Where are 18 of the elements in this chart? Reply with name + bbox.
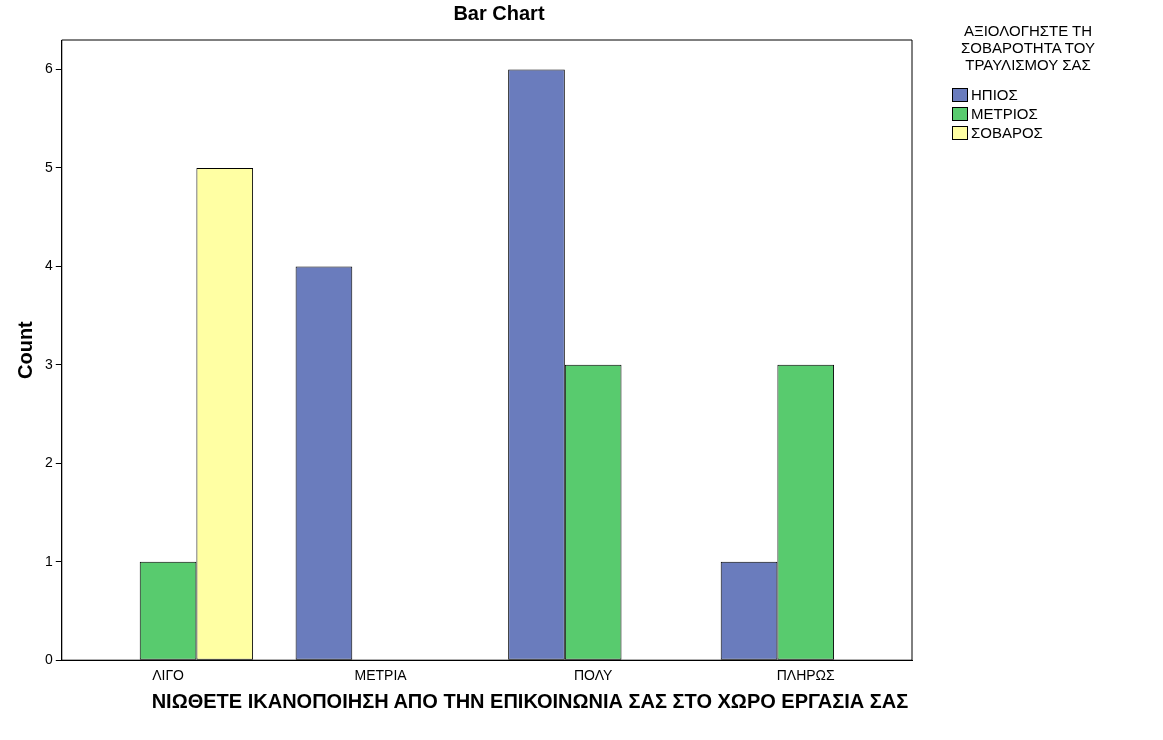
x-tick-label: ΜΕΤΡΙΑ — [354, 667, 408, 684]
y-tick-label: 4 — [44, 257, 53, 274]
x-tick-label: ΠΛΗΡΩΣ — [776, 667, 836, 684]
y-tick-label: 3 — [44, 355, 53, 372]
y-tick-label: 6 — [44, 60, 53, 77]
legend-label: ΜΕΤΡΙΟΣ — [971, 105, 1038, 122]
chart-title: Bar Chart — [452, 2, 546, 25]
x-axis-title: ΝΙΩΘΕΤΕ ΙΚΑΝΟΠΟΙΗΣΗ ΑΠΟ ΤΗΝ ΕΠΙΚΟΙΝΩΝΙΑ ΣΑΣ ΣΤΟ ΧΩΡΟ ΕΡΓΑΣΙΑ ΣΑΣ — [150, 690, 910, 712]
x-tick-label: ΠΟΛΥ — [573, 667, 614, 684]
y-axis-title: Count — [13, 320, 36, 379]
legend-label: ΣΟΒΑΡΟΣ — [971, 124, 1043, 141]
legend-title: ΑΞΙΟΛΟΓΗΣΤΕ ΤΗ ΣΟΒΑΡΟΤΗΤΑ ΤΟΥ ΤΡΑΥΛΙΣΜΟΥ ΣΑΣ — [960, 22, 1096, 73]
y-tick-label: 2 — [44, 454, 53, 471]
legend-label: ΗΠΙΟΣ — [971, 86, 1018, 103]
y-tick-label: 1 — [44, 552, 53, 569]
y-tick-label: 0 — [44, 651, 53, 668]
x-tick-label: ΛΙΓΟ — [152, 667, 185, 684]
y-tick-label: 5 — [44, 158, 53, 175]
